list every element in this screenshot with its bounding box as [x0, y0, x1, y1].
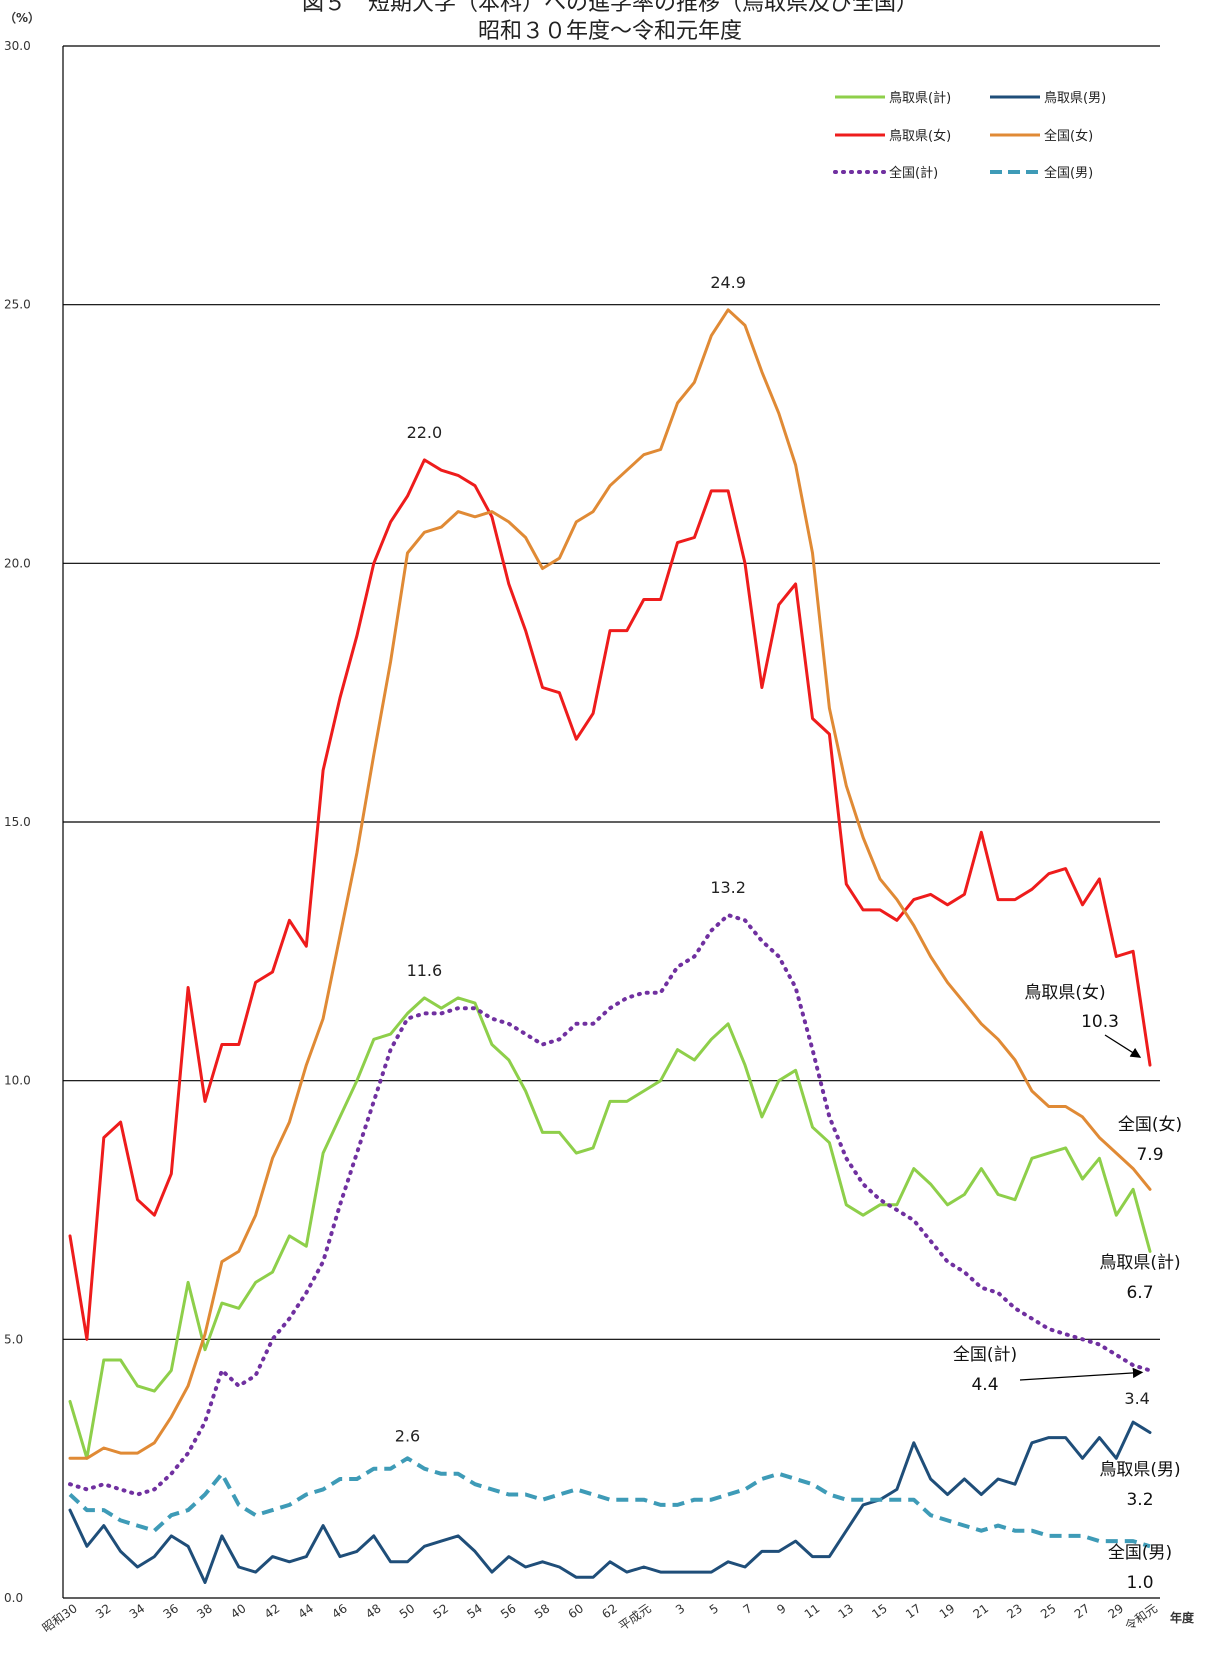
- x-tick-label: 54: [464, 1601, 485, 1621]
- grid: [63, 45, 1160, 1340]
- x-tick-label: 令和元: [1122, 1600, 1160, 1633]
- series-lines: [68, 308, 1152, 1584]
- series-line: [68, 308, 1152, 1460]
- end-label-name: 鳥取県(計): [1099, 1253, 1180, 1273]
- legend-label: 鳥取県(計): [889, 90, 951, 106]
- x-tick-label: 44: [296, 1601, 317, 1621]
- x-tick-label: 42: [262, 1601, 283, 1621]
- x-tick-label: 40: [228, 1601, 249, 1621]
- series-line: [68, 1456, 1151, 1549]
- x-tick-label: 23: [1004, 1601, 1025, 1621]
- end-label-name: 全国(女): [1118, 1115, 1182, 1135]
- axes: [62, 46, 1160, 1599]
- y-tick-label: 30.0: [4, 39, 31, 53]
- annotations: 22.0 24.9 11.6 13.2 2.6 3.4: [395, 273, 1150, 1446]
- y-unit-label: （%）: [4, 10, 40, 25]
- end-label-name: 鳥取県(男): [1099, 1460, 1180, 1480]
- x-tick-label: 38: [194, 1601, 215, 1621]
- series-line: [68, 458, 1152, 1341]
- legend-label: 全国(男): [1044, 165, 1093, 181]
- legend: 鳥取県(計) 鳥取県(男) 鳥取県(女) 全国(女) 全国(計) 全国(男): [833, 90, 1106, 181]
- x-tick-label: 19: [937, 1601, 958, 1621]
- x-tick-label: 平成元: [616, 1601, 654, 1633]
- legend-label: 全国(計): [889, 165, 938, 181]
- x-tick-label: 25: [1038, 1601, 1059, 1621]
- end-label-value: 3.2: [1126, 1490, 1153, 1510]
- y-tick-label: 5.0: [4, 1332, 23, 1346]
- x-tick-label: 17: [903, 1601, 924, 1621]
- end-label-value: 1.0: [1126, 1573, 1153, 1593]
- x-unit-label: 年度: [1170, 1610, 1195, 1625]
- x-tick-label: 56: [498, 1601, 519, 1621]
- end-label-name: 全国(男): [1108, 1543, 1172, 1563]
- x-tick-label: 昭和30: [40, 1601, 80, 1635]
- x-tick-label: 5: [707, 1601, 721, 1617]
- chart-title-line2: 昭和３０年度～令和元年度: [478, 19, 742, 44]
- y-tick-label: 15.0: [4, 815, 31, 829]
- x-tick-label: 7: [741, 1601, 755, 1617]
- x-tick-label: 46: [329, 1601, 350, 1621]
- x-tick-label: 48: [363, 1601, 384, 1621]
- x-tick-label: 58: [532, 1601, 553, 1621]
- x-tick-label: 11: [802, 1601, 823, 1621]
- data-label: 24.9: [710, 273, 746, 292]
- y-tick-labels: 0.0 5.0 10.0 15.0 20.0 25.0 30.0: [4, 39, 31, 1605]
- x-tick-label: 13: [836, 1601, 857, 1621]
- data-label: 11.6: [407, 961, 443, 980]
- y-tick-label: 20.0: [4, 556, 31, 570]
- end-label-name: 全国(計): [953, 1345, 1017, 1365]
- y-tick-label: 0.0: [4, 1591, 23, 1605]
- series-line: [68, 996, 1152, 1460]
- x-tick-label: 52: [431, 1601, 452, 1621]
- end-label-value: 10.3: [1081, 1012, 1119, 1032]
- x-tick-label: 34: [127, 1601, 148, 1621]
- x-tick-label: 50: [397, 1601, 418, 1621]
- x-tick-label: 15: [869, 1601, 890, 1621]
- end-label-value: 6.7: [1126, 1283, 1153, 1303]
- arrow: [1019, 1367, 1144, 1381]
- data-label: 3.4: [1124, 1389, 1149, 1408]
- x-tick-label: 3: [673, 1601, 687, 1617]
- x-tick-label: 32: [93, 1601, 114, 1621]
- end-label-value: 4.4: [971, 1375, 998, 1395]
- series-line: [68, 913, 1152, 1497]
- chart-title-line1: 図５ 短期大学（本科）への進学率の推移（鳥取県及び全国）: [302, 0, 918, 16]
- y-tick-label: 25.0: [4, 298, 31, 312]
- end-label-value: 7.9: [1136, 1145, 1163, 1165]
- series-line: [68, 1420, 1152, 1584]
- x-tick-label: 9: [774, 1601, 788, 1617]
- data-label: 2.6: [395, 1426, 420, 1445]
- legend-label: 鳥取県(女): [889, 128, 951, 144]
- x-tick-label: 21: [971, 1601, 992, 1621]
- arrow: [1104, 1034, 1142, 1058]
- legend-label: 鳥取県(男): [1044, 91, 1106, 106]
- y-tick-label: 10.0: [4, 1074, 31, 1088]
- data-label: 22.0: [407, 423, 443, 442]
- x-tick-label: 36: [161, 1601, 182, 1621]
- x-tick-label: 62: [599, 1601, 620, 1621]
- legend-label: 全国(女): [1044, 128, 1093, 144]
- x-tick-label: 60: [566, 1601, 587, 1621]
- end-label-name: 鳥取県(女): [1024, 983, 1105, 1003]
- data-label: 13.2: [710, 878, 746, 897]
- x-tick-label: 27: [1072, 1601, 1093, 1621]
- end-labels: 鳥取県(女) 10.3 全国(女) 7.9 鳥取県(計) 6.7 全国(計) 4.4 鳥取県(男…: [953, 983, 1182, 1593]
- x-tick-label: 29: [1106, 1601, 1127, 1621]
